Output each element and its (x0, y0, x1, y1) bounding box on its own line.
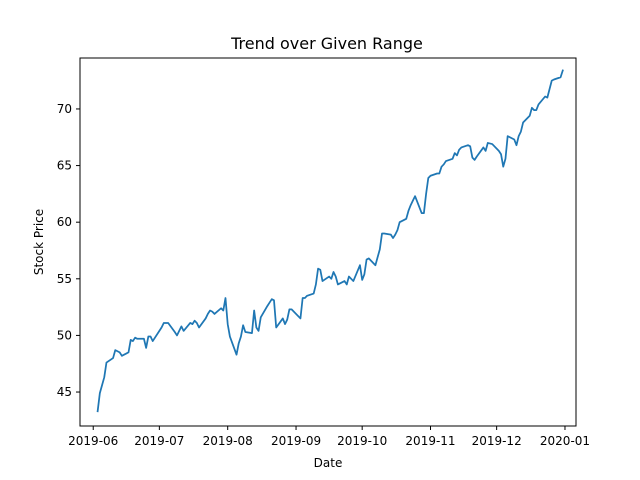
x-tick-label: 2019-07 (134, 434, 184, 448)
y-tick-label: 50 (57, 328, 72, 342)
y-tick-label: 55 (57, 272, 72, 286)
series-line (96, 69, 564, 413)
y-axis-label: Stock Price (32, 209, 46, 275)
x-tick-label: 2019-12 (472, 434, 522, 448)
x-tick-label: 2020-01 (540, 434, 590, 448)
x-axis-label: Date (314, 456, 343, 470)
x-tick-label: 2019-11 (405, 434, 455, 448)
x-axis: 2019-06 2019-07 2019-08 2019-09 2019-10 2019-… (68, 426, 590, 448)
x-tick-label: 2019-10 (337, 434, 387, 448)
x-tick-label: 2019-09 (271, 434, 321, 448)
chart-title: Trend over Given Range (230, 34, 423, 53)
y-tick-label: 65 (57, 159, 72, 173)
y-tick-label: 70 (57, 102, 72, 116)
plot-area (79, 57, 577, 427)
x-tick-label: 2019-06 (68, 434, 118, 448)
plot-frame (79, 57, 577, 427)
y-axis: 45 50 55 60 65 70 (57, 102, 80, 399)
y-tick-label: 45 (57, 385, 72, 399)
x-tick-label: 2019-08 (203, 434, 253, 448)
y-tick-label: 60 (57, 215, 72, 229)
